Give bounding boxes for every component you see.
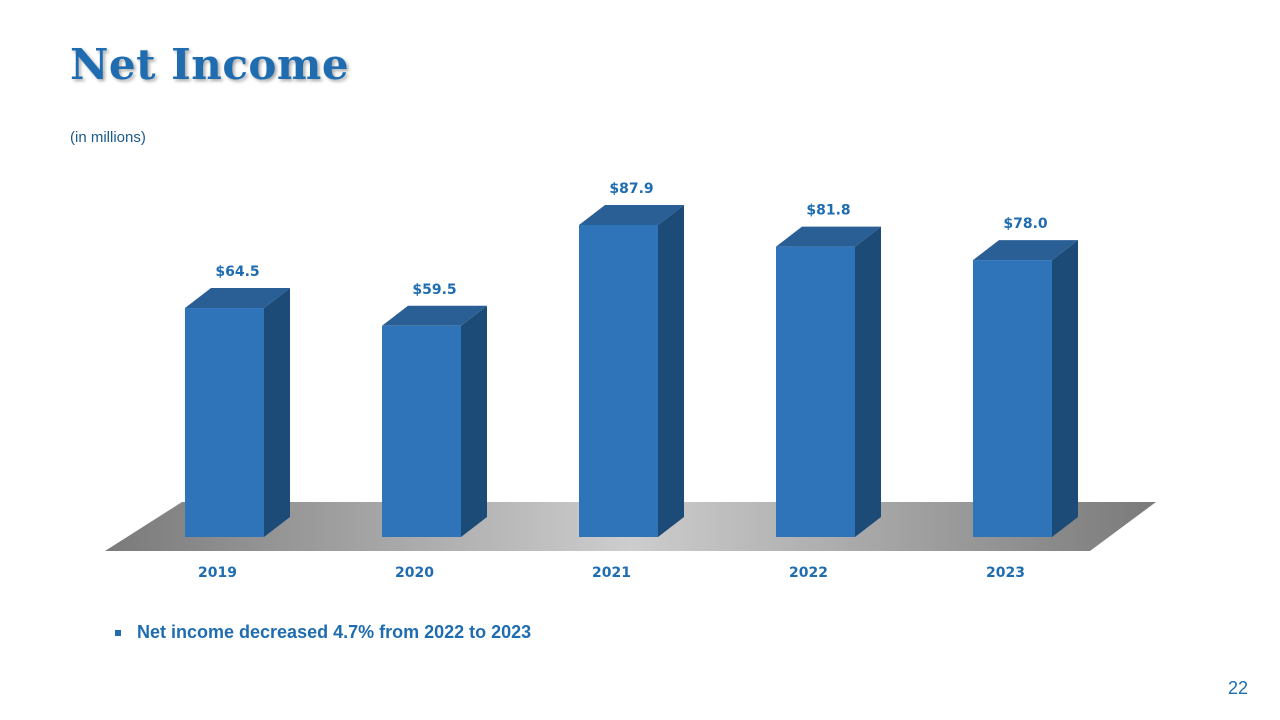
bullet-point: Net income decreased 4.7% from 2022 to 2… <box>115 622 531 643</box>
data-label: $59.5 <box>412 282 456 298</box>
bar-front-face <box>185 308 264 537</box>
bar-2023 <box>973 240 1078 537</box>
bar-top-face <box>973 240 1078 261</box>
bar-top-face <box>776 226 881 247</box>
units-note: (in millions) <box>70 129 146 146</box>
bar-side-face <box>658 204 684 537</box>
bar-2019 <box>185 288 290 537</box>
bar-front-face <box>973 260 1052 537</box>
data-label: $81.8 <box>806 203 850 219</box>
bar-top-face <box>579 204 684 225</box>
bar-front-face <box>382 325 461 537</box>
data-label: $64.5 <box>215 264 259 280</box>
data-label: $78.0 <box>1003 216 1048 232</box>
page-number: 22 <box>1227 678 1248 698</box>
bar-2022 <box>776 226 881 538</box>
bar-side-face <box>855 226 881 538</box>
x-tick-label: 2019 <box>198 565 237 581</box>
bar-side-face <box>264 288 290 537</box>
bar-top-face <box>382 305 487 326</box>
bar-front-face <box>776 246 855 538</box>
slide-title: Net Income <box>70 40 350 89</box>
data-label: $87.9 <box>609 181 653 197</box>
bar-side-face <box>461 305 487 537</box>
x-tick-label: 2021 <box>592 565 631 581</box>
x-tick-label: 2020 <box>395 565 434 581</box>
x-tick-label: 2022 <box>789 565 828 581</box>
bar-2021 <box>579 204 684 537</box>
bar-2020 <box>382 305 487 537</box>
bar-front-face <box>579 224 658 537</box>
bullet-square-icon <box>115 629 121 636</box>
bar-top-face <box>185 288 290 309</box>
net-income-bar-chart: $64.5 2019 $59.5 2020 $87.9 2021 $81.8 2022 $78.… <box>105 181 1156 581</box>
x-tick-label: 2023 <box>986 565 1025 581</box>
bullet-text: Net income decreased 4.7% from 2022 to 2… <box>137 622 532 642</box>
bar-side-face <box>1052 240 1078 537</box>
